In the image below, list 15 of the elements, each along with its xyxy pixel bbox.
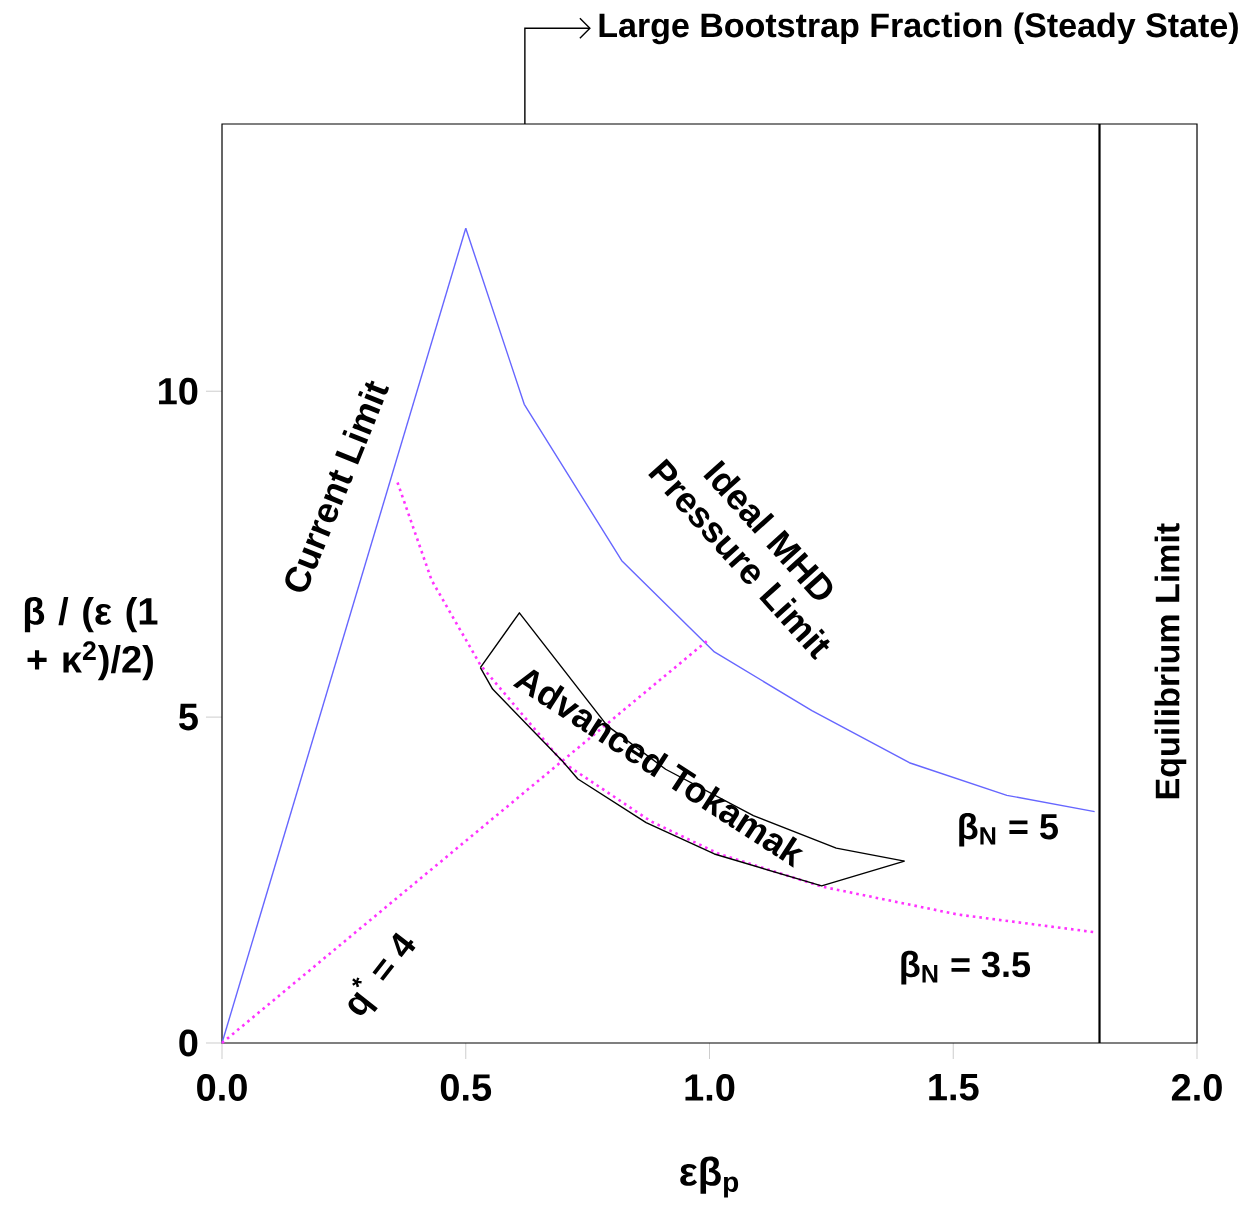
y-tick-label: 10 (159, 377, 198, 405)
x-tick-label: 0.0 (197, 1074, 247, 1101)
x-tick-label: 2.0 (1171, 1074, 1222, 1101)
y-axis-title: β / (ε (1 + κ$^{2}$)/2) (24, 596, 158, 681)
x-tick-label: 1.5 (929, 1074, 979, 1101)
ref-line-label: Equilibrium Limit (1154, 523, 1187, 799)
annotation: β$_{N}$ = 5 (959, 813, 1058, 847)
annotation: q$^{*}$ = 4 (348, 932, 416, 1015)
x-axis-title: εβ$_{p}$ (680, 1156, 739, 1198)
chart-title: Large Bootstrap Fraction (Steady State) (599, 12, 1238, 45)
x-tick-label: 0.5 (440, 1074, 492, 1101)
y-tick-label: 5 (178, 703, 198, 731)
x-tick-label: 1.0 (685, 1074, 735, 1101)
y-tick-label: 0 (179, 1029, 198, 1057)
annotation: β$_{N}$ = 3.5 (901, 950, 1031, 985)
